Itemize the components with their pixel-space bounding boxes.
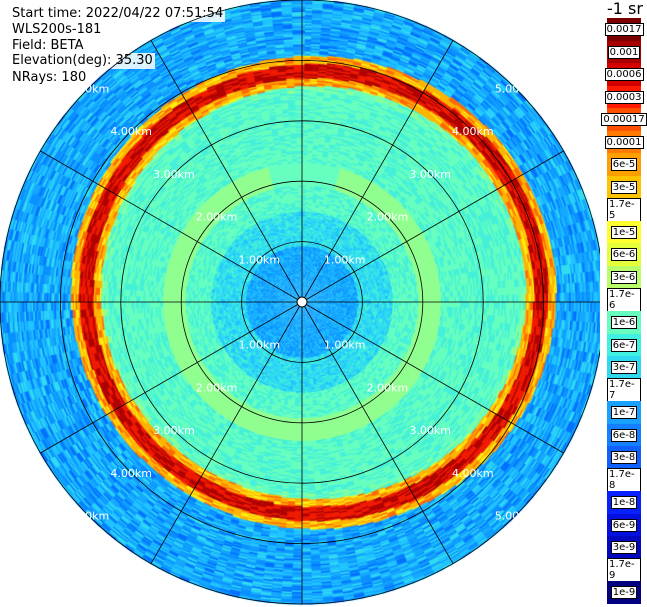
colorbar-swatch: 1.7e-9 [607, 558, 641, 583]
ring-label: 4.00km [110, 467, 152, 480]
colorbar-tick-label: 1e-5 [610, 225, 638, 239]
colorbar-swatch: 1e-8 [607, 491, 641, 515]
colorbar-swatch: 1e-5 [607, 220, 641, 244]
colorbar-swatch: 0.0003 [604, 85, 644, 109]
colorbar-tick-label: 1.7e-8 [607, 468, 641, 493]
ring-label: 3.00km [153, 424, 195, 437]
colorbar-tick-label: 1.7e-7 [607, 378, 641, 403]
start-time-label: Start time: 2022/04/22 07:51:54 [10, 6, 226, 22]
ring-label: 5.00km [68, 82, 110, 95]
colorbar-tick-label: 6e-8 [610, 428, 638, 442]
colorbar-tick-label: 1.7e-5 [607, 197, 641, 222]
ppi-grid-overlay: 1.00km 1.00km 1.00km 1.00km 2.00km 2.00km 2.00… [0, 0, 600, 605]
colorbar-tick-label: 0.0003 [604, 90, 644, 104]
ring-label: 2.00km [196, 381, 238, 394]
colorbar-swatch: 1.7e-6 [607, 287, 641, 312]
colorbar-tick-label: 1e-8 [610, 496, 638, 510]
colorbar-swatch: 0.00017 [601, 108, 647, 132]
colorbar-swatch: 6e-7 [607, 333, 641, 357]
colorbar-tick-label: 1e-6 [610, 316, 638, 330]
instrument-location-marker [296, 296, 308, 308]
colorbar-swatch: 6e-8 [607, 423, 641, 447]
instrument-label: WLS200s-181 [10, 22, 104, 38]
colorbar-tick-label: 3e-5 [610, 180, 638, 194]
ring-label: 3.00km [153, 168, 195, 181]
colorbar-swatch: 6e-6 [607, 243, 641, 267]
colorbar-swatch: 6e-5 [607, 153, 641, 177]
azimuth-spoke [40, 301, 303, 454]
colorbar-swatch: 1e-6 [607, 311, 641, 335]
colorbar-swatch: 1.7e-8 [607, 468, 641, 493]
colorbar-swatch: 0.001 [607, 40, 641, 64]
colorbar-tick-label: 3e-9 [610, 541, 638, 555]
azimuth-spoke [301, 150, 564, 303]
colorbar-tick-label: 6e-9 [610, 518, 638, 532]
ring-label: 5.00km [495, 510, 537, 523]
azimuth-spoke [150, 40, 303, 303]
colorbar-tick-label: 6e-7 [610, 338, 638, 352]
ring-label: 3.00km [409, 424, 451, 437]
colorbar-tick-label: 1e-9 [610, 586, 638, 600]
azimuth-spoke [301, 301, 454, 564]
colorbar-swatch: 1.7e-7 [607, 378, 641, 403]
colorbar-tick-label: 0.0006 [604, 68, 644, 82]
colorbar-unit-label: -1 sr [607, 0, 643, 18]
ring-label: 1.00km [324, 339, 366, 352]
ring-label: 2.00km [196, 211, 238, 224]
ring-label: 4.00km [452, 467, 494, 480]
colorbar-tick-label: 1e-7 [610, 406, 638, 420]
colorbar-swatch: 3e-6 [607, 265, 641, 289]
colorbar-swatch: 0.0006 [604, 63, 644, 87]
colorbar-tick-label: 6e-5 [610, 158, 638, 172]
colorbar: 0.0017 0.001 0.0006 0.0003 0.00017 0.0001 6e-5… [601, 18, 647, 605]
colorbar-swatch: 3e-5 [607, 175, 641, 199]
ring-label: 4.00km [110, 125, 152, 138]
ring-label: 1.00km [324, 253, 366, 266]
colorbar-swatch: 1e-9 [607, 581, 641, 605]
colorbar-tick-label: 3e-7 [610, 361, 638, 375]
ring-label: 1.00km [239, 253, 281, 266]
colorbar-swatch: 1.7e-5 [607, 197, 641, 222]
colorbar-tick-label: 0.001 [607, 45, 641, 59]
colorbar-tick-label: 6e-6 [610, 248, 638, 262]
colorbar-swatch: 3e-7 [607, 356, 641, 380]
field-label: Field: BETA [10, 38, 86, 54]
colorbar-swatch: 0.0017 [604, 18, 644, 42]
colorbar-swatch: 3e-8 [607, 446, 641, 470]
colorbar-tick-label: 3e-8 [610, 451, 638, 465]
azimuth-spoke [40, 150, 303, 303]
ring-label: 5.00km [495, 82, 537, 95]
elevation-label: Elevation(deg): 35.30 [10, 53, 155, 69]
azimuth-spoke [301, 40, 454, 303]
colorbar-tick-label: 0.0001 [604, 135, 644, 149]
nrays-label: NRays: 180 [10, 70, 89, 86]
colorbar-tick-label: 1.7e-9 [607, 558, 641, 583]
azimuth-spoke [150, 301, 303, 564]
azimuth-spoke [301, 301, 564, 454]
ring-label: 2.00km [367, 381, 409, 394]
colorbar-tick-label: 0.0017 [604, 23, 644, 37]
ring-label: 5.00km [68, 510, 110, 523]
colorbar-swatch: 1e-7 [607, 401, 641, 425]
ring-label: 2.00km [367, 211, 409, 224]
colorbar-tick-label: 0.00017 [601, 113, 647, 127]
colorbar-swatch: 3e-9 [607, 536, 641, 560]
ring-label: 1.00km [239, 339, 281, 352]
ring-label: 4.00km [452, 125, 494, 138]
colorbar-tick-label: 3e-6 [610, 270, 638, 284]
colorbar-tick-label: 1.7e-6 [607, 287, 641, 312]
colorbar-swatch: 6e-9 [607, 513, 641, 537]
ring-label: 3.00km [409, 168, 451, 181]
colorbar-swatch: 0.0001 [604, 130, 644, 154]
